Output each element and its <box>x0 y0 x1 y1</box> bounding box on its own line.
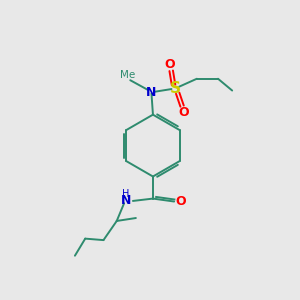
Text: O: O <box>165 58 175 71</box>
Text: O: O <box>175 195 186 208</box>
Text: S: S <box>170 81 181 96</box>
Text: Me: Me <box>120 70 136 80</box>
Text: O: O <box>178 106 189 119</box>
Text: N: N <box>146 86 156 99</box>
Text: N: N <box>121 194 131 207</box>
Text: H: H <box>122 190 130 200</box>
